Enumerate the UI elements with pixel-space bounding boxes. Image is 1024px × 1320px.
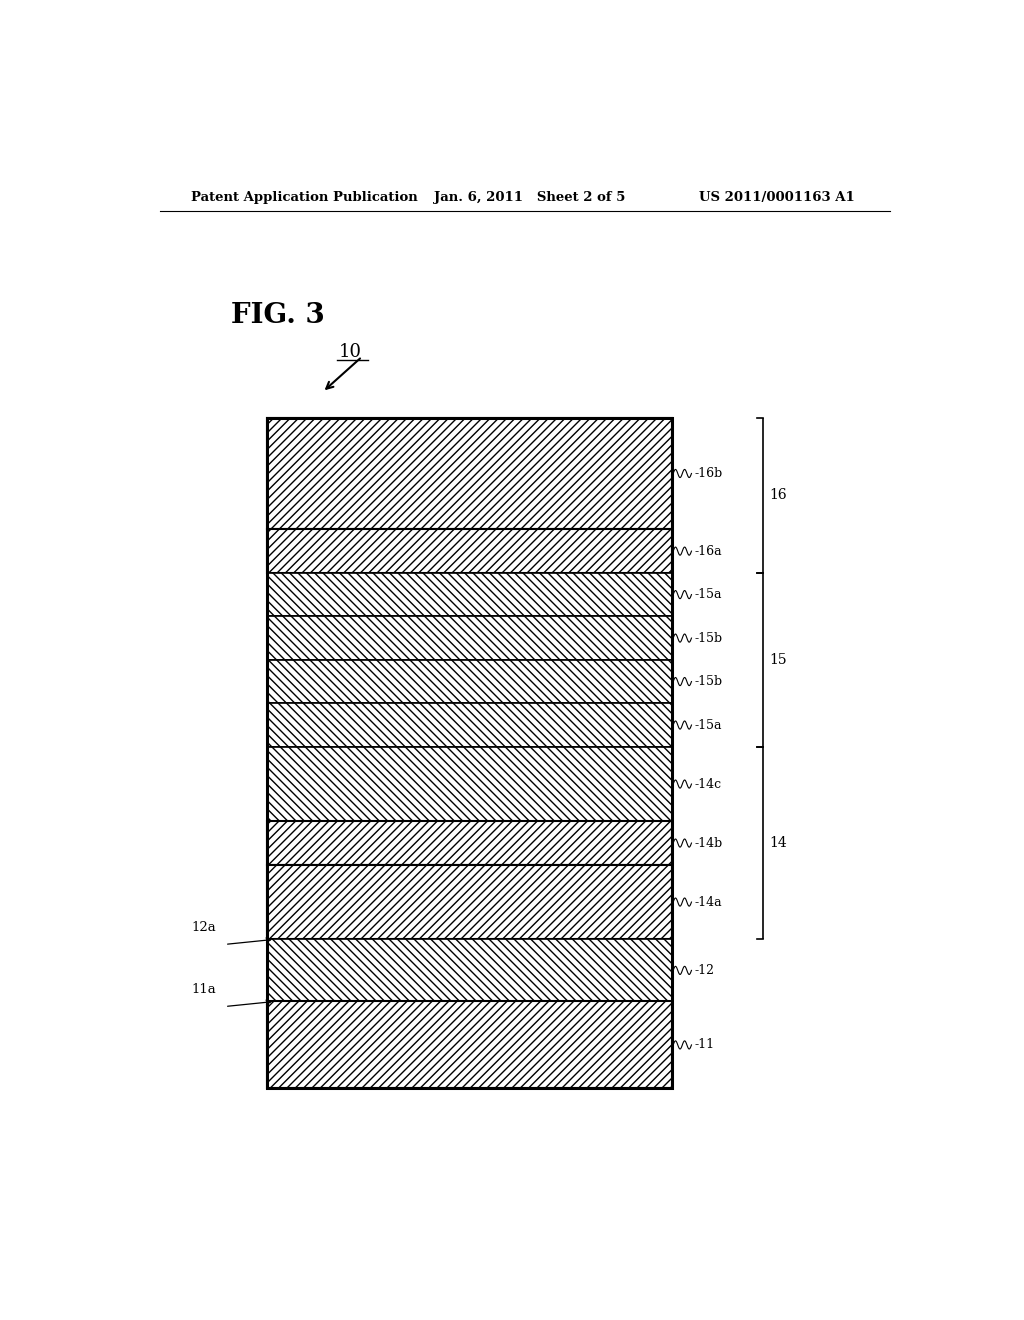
Text: -15a: -15a — [694, 718, 722, 731]
Text: -15b: -15b — [694, 631, 723, 644]
Text: Patent Application Publication: Patent Application Publication — [191, 190, 418, 203]
Text: -14c: -14c — [694, 777, 722, 791]
Text: US 2011/0001163 A1: US 2011/0001163 A1 — [699, 190, 855, 203]
Bar — [267, 616, 672, 660]
Text: 11a: 11a — [191, 983, 216, 997]
Text: 16: 16 — [769, 488, 786, 502]
Text: -15b: -15b — [694, 675, 723, 688]
Text: -14a: -14a — [694, 895, 722, 908]
Text: -12: -12 — [694, 964, 715, 977]
Text: FIG. 3: FIG. 3 — [231, 302, 325, 330]
Text: -16b: -16b — [694, 467, 723, 480]
Text: -16a: -16a — [694, 545, 722, 557]
Text: 10: 10 — [338, 342, 361, 360]
Bar — [267, 417, 672, 1089]
Text: 15: 15 — [769, 653, 786, 667]
Bar — [267, 660, 672, 704]
Text: -11: -11 — [694, 1039, 715, 1052]
Text: 12a: 12a — [191, 921, 216, 935]
Text: -14b: -14b — [694, 837, 723, 850]
Text: -15a: -15a — [694, 589, 722, 601]
Bar — [267, 417, 672, 529]
Bar — [267, 940, 672, 1002]
Bar — [267, 573, 672, 616]
Text: 14: 14 — [769, 836, 787, 850]
Text: Jan. 6, 2011   Sheet 2 of 5: Jan. 6, 2011 Sheet 2 of 5 — [433, 190, 625, 203]
Bar — [267, 704, 672, 747]
Bar — [267, 1002, 672, 1089]
Bar — [267, 747, 672, 821]
Bar — [267, 865, 672, 940]
Bar — [267, 529, 672, 573]
Bar — [267, 821, 672, 865]
